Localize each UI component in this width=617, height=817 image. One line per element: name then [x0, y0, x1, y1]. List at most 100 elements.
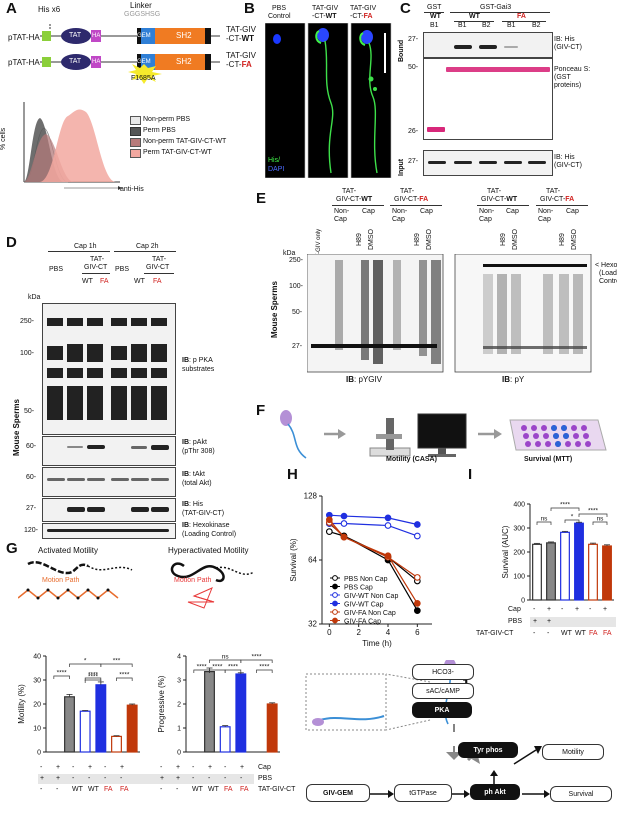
e-dmso-1: DMSO — [368, 229, 375, 250]
i-row-tat: TAT-GIV-CT — [476, 630, 514, 637]
e-noncap-2b: Cap — [392, 216, 405, 223]
f-plate — [509, 419, 607, 451]
h-point-2-2 — [384, 522, 392, 529]
g-cap-cell-4: - — [104, 764, 107, 771]
d-his-2 — [87, 507, 105, 512]
d-wt-1: WT — [82, 278, 93, 285]
e-line-2 — [390, 205, 442, 206]
d-takt-1 — [47, 478, 65, 481]
e-wt-3r: WT — [506, 196, 518, 203]
c-lane-5: B2 — [532, 22, 541, 29]
c-blot-input — [423, 150, 553, 176]
g-motility-sig-bracket-5 — [100, 663, 133, 667]
g2-cap-cell-2: - — [192, 764, 195, 771]
h-xlabel: Time (h) — [362, 639, 392, 648]
i-auc-bar-2 — [560, 531, 570, 601]
d-line-tat1 — [82, 273, 110, 274]
g-motility-sig-label-3: **** — [88, 674, 99, 681]
g-motility-sig-bracket-1 — [84, 677, 102, 681]
h-point-4-3 — [413, 574, 421, 581]
g2-cap-cell-3: + — [208, 764, 213, 771]
e-h89-2: H89 — [414, 233, 421, 246]
g-progressive-ytick-label-2: 2 — [177, 702, 181, 709]
e-noncap-1b: Cap — [334, 216, 347, 223]
hist-xlabel: anti-His — [120, 186, 144, 193]
h-xtick-label-1: 2 — [356, 628, 361, 637]
legend-1: Non-perm PBS — [143, 116, 191, 123]
h-point-3-3 — [413, 521, 421, 528]
construct-wt-suffix: WT — [241, 34, 254, 43]
e-ib-right-a: IB — [502, 375, 510, 384]
d-mw-250: 250- — [20, 318, 35, 325]
g2-tat-cell-1: - — [176, 786, 179, 793]
h-series-line-2 — [329, 522, 418, 537]
legend-4: Perm TAT-GIV-CT-WT — [143, 149, 212, 156]
g-progressive-sig-label-4: ns — [222, 654, 230, 661]
d-hexo-band — [47, 529, 169, 532]
g-cap-cell-1: + — [56, 764, 61, 771]
c-line-gst — [424, 12, 444, 13]
i-cap-cell-2: - — [561, 606, 564, 613]
h-point-3-2 — [384, 514, 392, 522]
g2-tat-cell-3: WT — [208, 786, 219, 793]
d-mw-60a: 60- — [26, 443, 37, 450]
sperm-tail-wt — [324, 40, 334, 174]
g-motility-bar-1 — [64, 696, 75, 753]
f-motility: Motility (CASA) — [386, 456, 437, 463]
c-fa: FA — [517, 13, 526, 20]
i-auc-sig-bracket-4 — [578, 513, 608, 517]
c-input-5 — [528, 161, 546, 164]
h-series-line-5 — [328, 519, 418, 604]
ha-label: HA — [92, 33, 101, 39]
gem-label-2: GEM — [137, 59, 151, 65]
i-cap-cell-5: + — [603, 606, 608, 613]
legend-3: Non-perm TAT-GIV-CT-WT — [143, 138, 227, 145]
c-ib3b: (GIV-CT) — [554, 162, 582, 169]
flow-histogram — [23, 102, 122, 190]
g-title-1: Activated Motility — [38, 546, 99, 555]
b-stain-his: His/ — [268, 157, 281, 164]
h-group: 32 64 128 0 2 4 6 Time (h) Survival (%) PBS Non C… — [289, 492, 432, 648]
g2-tat-cell-5: FA — [240, 786, 249, 793]
e-wt-1r: TAT- — [487, 188, 502, 195]
b-col3-a: TAT-GIV — [350, 5, 377, 12]
b-col1-b: Control — [268, 13, 291, 20]
g2-pbs-cell-0: + — [160, 775, 165, 782]
i-cap-cell-0: - — [533, 606, 536, 613]
g-progressive-sig-bracket-5 — [240, 659, 273, 663]
d-blot-pakt — [42, 436, 176, 466]
h-legend-label-2: GIV-WT Non Cap — [344, 593, 398, 600]
d-mw-50: 50- — [24, 408, 35, 415]
g-motility-sig-label-4: * — [84, 658, 87, 665]
h-legend-marker-4 — [332, 609, 338, 615]
panel-label-a: A — [6, 0, 17, 17]
c-bound: Bound — [398, 39, 405, 62]
c-lane-2: B1 — [458, 22, 467, 29]
e-hexo-3: Control) — [599, 278, 617, 285]
d-line-2h — [114, 251, 176, 252]
c-ponceau-gst — [427, 127, 445, 132]
h-line-chart: 32 64 128 0 2 4 6 Time (h) Survival (%) PBS Non C… — [289, 492, 432, 648]
i-tat-cell-3: WT — [575, 630, 586, 637]
e-hexo-1: < Hexokinase — [595, 262, 617, 269]
g-motility-ytick-label-0: 0 — [37, 750, 41, 757]
e-fa-2: GIV-CT- — [394, 196, 420, 203]
tat-label: TAT — [69, 32, 82, 39]
f-microscope — [369, 418, 411, 457]
g-motility-bar-3 — [95, 684, 107, 753]
d-ib1-b: : p PKA — [189, 357, 213, 364]
c-ponceau-c: proteins) — [554, 82, 582, 89]
g-motility-sig-label-0: **** — [57, 670, 68, 677]
d-ib2-a: IB — [182, 439, 189, 446]
g-motility-sig-label-5: *** — [113, 658, 121, 665]
ha-box — [91, 30, 101, 42]
d-cap2h: Cap 2h — [136, 243, 159, 250]
h-series-line-3 — [329, 514, 418, 526]
b-stain-dapi: DAPI — [268, 166, 285, 173]
g-motility-ytick-label-4: 40 — [33, 654, 41, 661]
j-sac: sAC/cAMP — [412, 683, 474, 699]
i-auc-ytick-label-0: 0 — [521, 598, 525, 605]
panel-label-b: B — [244, 0, 255, 17]
g-progressive-ytick-label-4: 4 — [177, 654, 181, 661]
